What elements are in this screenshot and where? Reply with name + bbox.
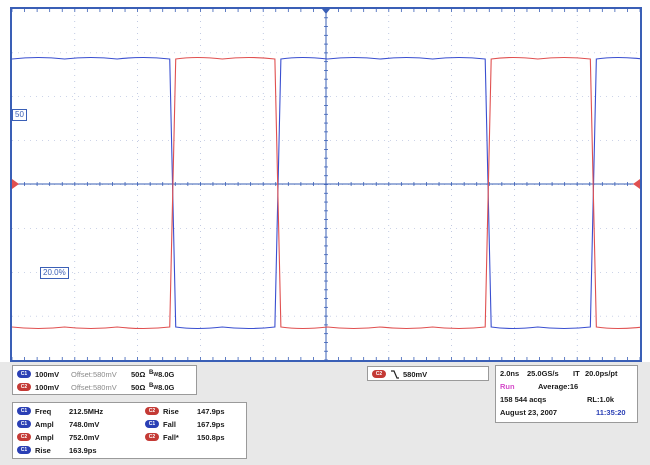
measurement-value: 212.5MHz — [69, 406, 104, 416]
timebase: 2.0ns — [500, 368, 520, 378]
measurement-channel-badge: C1 — [17, 407, 31, 415]
measurement-row[interactable]: C2 Rise 147.9ps — [145, 405, 225, 417]
falling-edge-icon — [391, 369, 399, 379]
channel-row-2[interactable]: C2 100mV Offset:580mV 50Ω BW 8.0G — [17, 381, 174, 393]
waveform-graticule — [12, 9, 640, 360]
measurement-value: 748.0mV — [69, 419, 100, 429]
sample-rate: 25.0GS/s — [527, 368, 559, 378]
acquisition-panel[interactable]: 2.0ns 25.0GS/s IT 20.0ps/pt Run Average:… — [495, 365, 638, 423]
measurement-name: Ampl — [35, 432, 54, 442]
measurement-row[interactable]: C2 Fall* 150.8ps — [145, 431, 225, 443]
average-count: Average:16 — [538, 381, 579, 391]
measurement-row[interactable]: C1 Ampl 748.0mV — [17, 418, 99, 430]
measurement-name: Ampl — [35, 419, 54, 429]
measurement-name: Rise — [163, 406, 179, 416]
measurement-value: 752.0mV — [69, 432, 100, 442]
acq-mode: IT — [573, 368, 580, 378]
channel-badge: C1 — [17, 370, 31, 378]
measurement-value: 147.9ps — [197, 406, 225, 416]
channel-bandwidth: 8.0G — [158, 369, 175, 379]
trigger-marker-left — [12, 179, 19, 189]
channel-impedance: 50Ω — [131, 369, 146, 379]
ch2-reference-label: 20.0% — [40, 267, 69, 279]
measurement-value: 150.8ps — [197, 432, 225, 442]
bandwidth-icon: BW — [149, 369, 159, 379]
status-area: C1 100mV Offset:580mV 50Ω BW 8.0G C2 100… — [0, 362, 650, 465]
ch1-reference-label: 50 — [12, 109, 27, 121]
record-length: RL:1.0k — [587, 394, 615, 404]
trigger-marker-right — [633, 179, 640, 189]
channel-badge: C2 — [17, 383, 31, 391]
channel-1-waveform — [12, 56, 640, 330]
channel-scale: 100mV — [35, 382, 60, 392]
measurement-channel-badge: C2 — [145, 407, 159, 415]
trigger-panel[interactable]: C2 580mV — [367, 366, 489, 381]
measurement-name: Freq — [35, 406, 52, 416]
measurement-row[interactable]: C1 Rise 163.9ps — [17, 444, 97, 456]
acq-date: August 23, 2007 — [500, 407, 558, 417]
measurement-value: 167.9ps — [197, 419, 225, 429]
bandwidth-icon: BW — [149, 382, 159, 392]
measurement-row[interactable]: C1 Freq 212.5MHz — [17, 405, 103, 417]
acquisition-count: 158 544 acqs — [500, 394, 547, 404]
run-state: Run — [500, 381, 515, 391]
measurement-value: 163.9ps — [69, 445, 97, 455]
trigger-source-badge: C2 — [372, 370, 386, 378]
resolution: 20.0ps/pt — [585, 368, 618, 378]
measurement-channel-badge: C2 — [17, 433, 31, 441]
measurement-channel-badge: C1 — [17, 420, 31, 428]
channel-2-waveform — [12, 56, 640, 330]
measurement-row[interactable]: C2 Ampl 752.0mV — [17, 431, 99, 443]
channel-scale: 100mV — [35, 369, 60, 379]
measurement-panel: C1 Freq 212.5MHz C1 Ampl 748.0mV C2 Ampl 752.0mV… — [12, 402, 247, 459]
trigger-position-marker — [322, 9, 330, 14]
channel-bandwidth: 8.0G — [158, 382, 175, 392]
channel-offset: Offset:580mV — [71, 382, 117, 392]
measurement-name: Fall — [163, 419, 176, 429]
oscilloscope-display[interactable]: 50 20.0% — [10, 7, 642, 362]
measurement-channel-badge: C2 — [145, 433, 159, 441]
measurement-name: Rise — [35, 445, 51, 455]
acq-time: 11:35:20 — [596, 407, 626, 417]
channel-row-1[interactable]: C1 100mV Offset:580mV 50Ω BW 8.0G — [17, 368, 174, 380]
measurement-channel-badge: C1 — [145, 420, 159, 428]
channel-impedance: 50Ω — [131, 382, 146, 392]
channel-settings-panel: C1 100mV Offset:580mV 50Ω BW 8.0G C2 100… — [12, 365, 197, 395]
measurement-channel-badge: C1 — [17, 446, 31, 454]
channel-offset: Offset:580mV — [71, 369, 117, 379]
measurement-name: Fall* — [163, 432, 179, 442]
measurement-row[interactable]: C1 Fall 167.9ps — [145, 418, 225, 430]
trigger-level: 580mV — [403, 369, 428, 379]
